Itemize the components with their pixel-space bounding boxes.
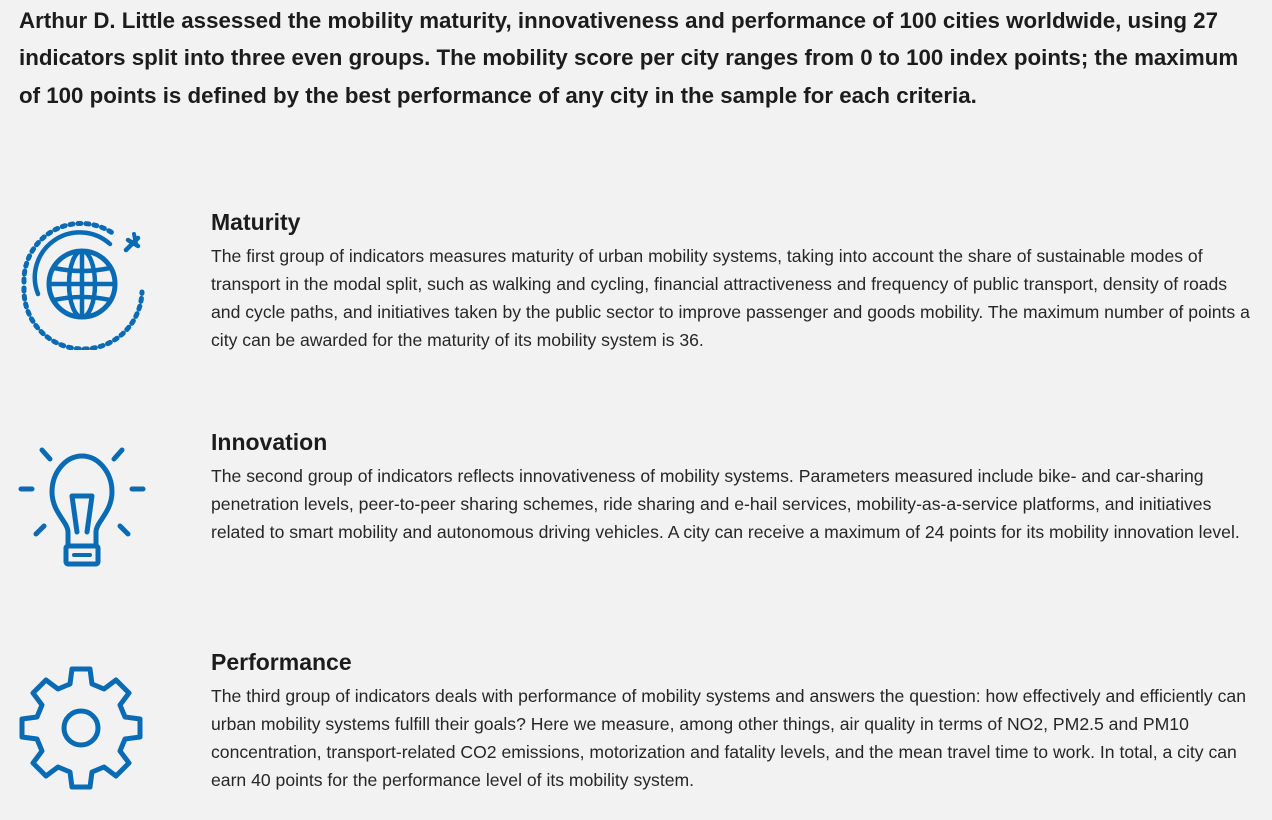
section-description: The second group of indicators reflects … (211, 466, 1240, 542)
gear-icon (16, 664, 146, 794)
section-title: Performance (211, 649, 352, 675)
intro-text: Arthur D. Little assessed the mobility m… (19, 8, 1239, 108)
globe-plane-icon (16, 220, 146, 350)
lightbulb-icon (16, 442, 146, 572)
section-description: The first group of indicators measures m… (211, 246, 1250, 350)
section-description: The third group of indicators deals with… (211, 686, 1246, 790)
section-title: Maturity (211, 209, 301, 235)
section-title: Innovation (211, 429, 328, 455)
